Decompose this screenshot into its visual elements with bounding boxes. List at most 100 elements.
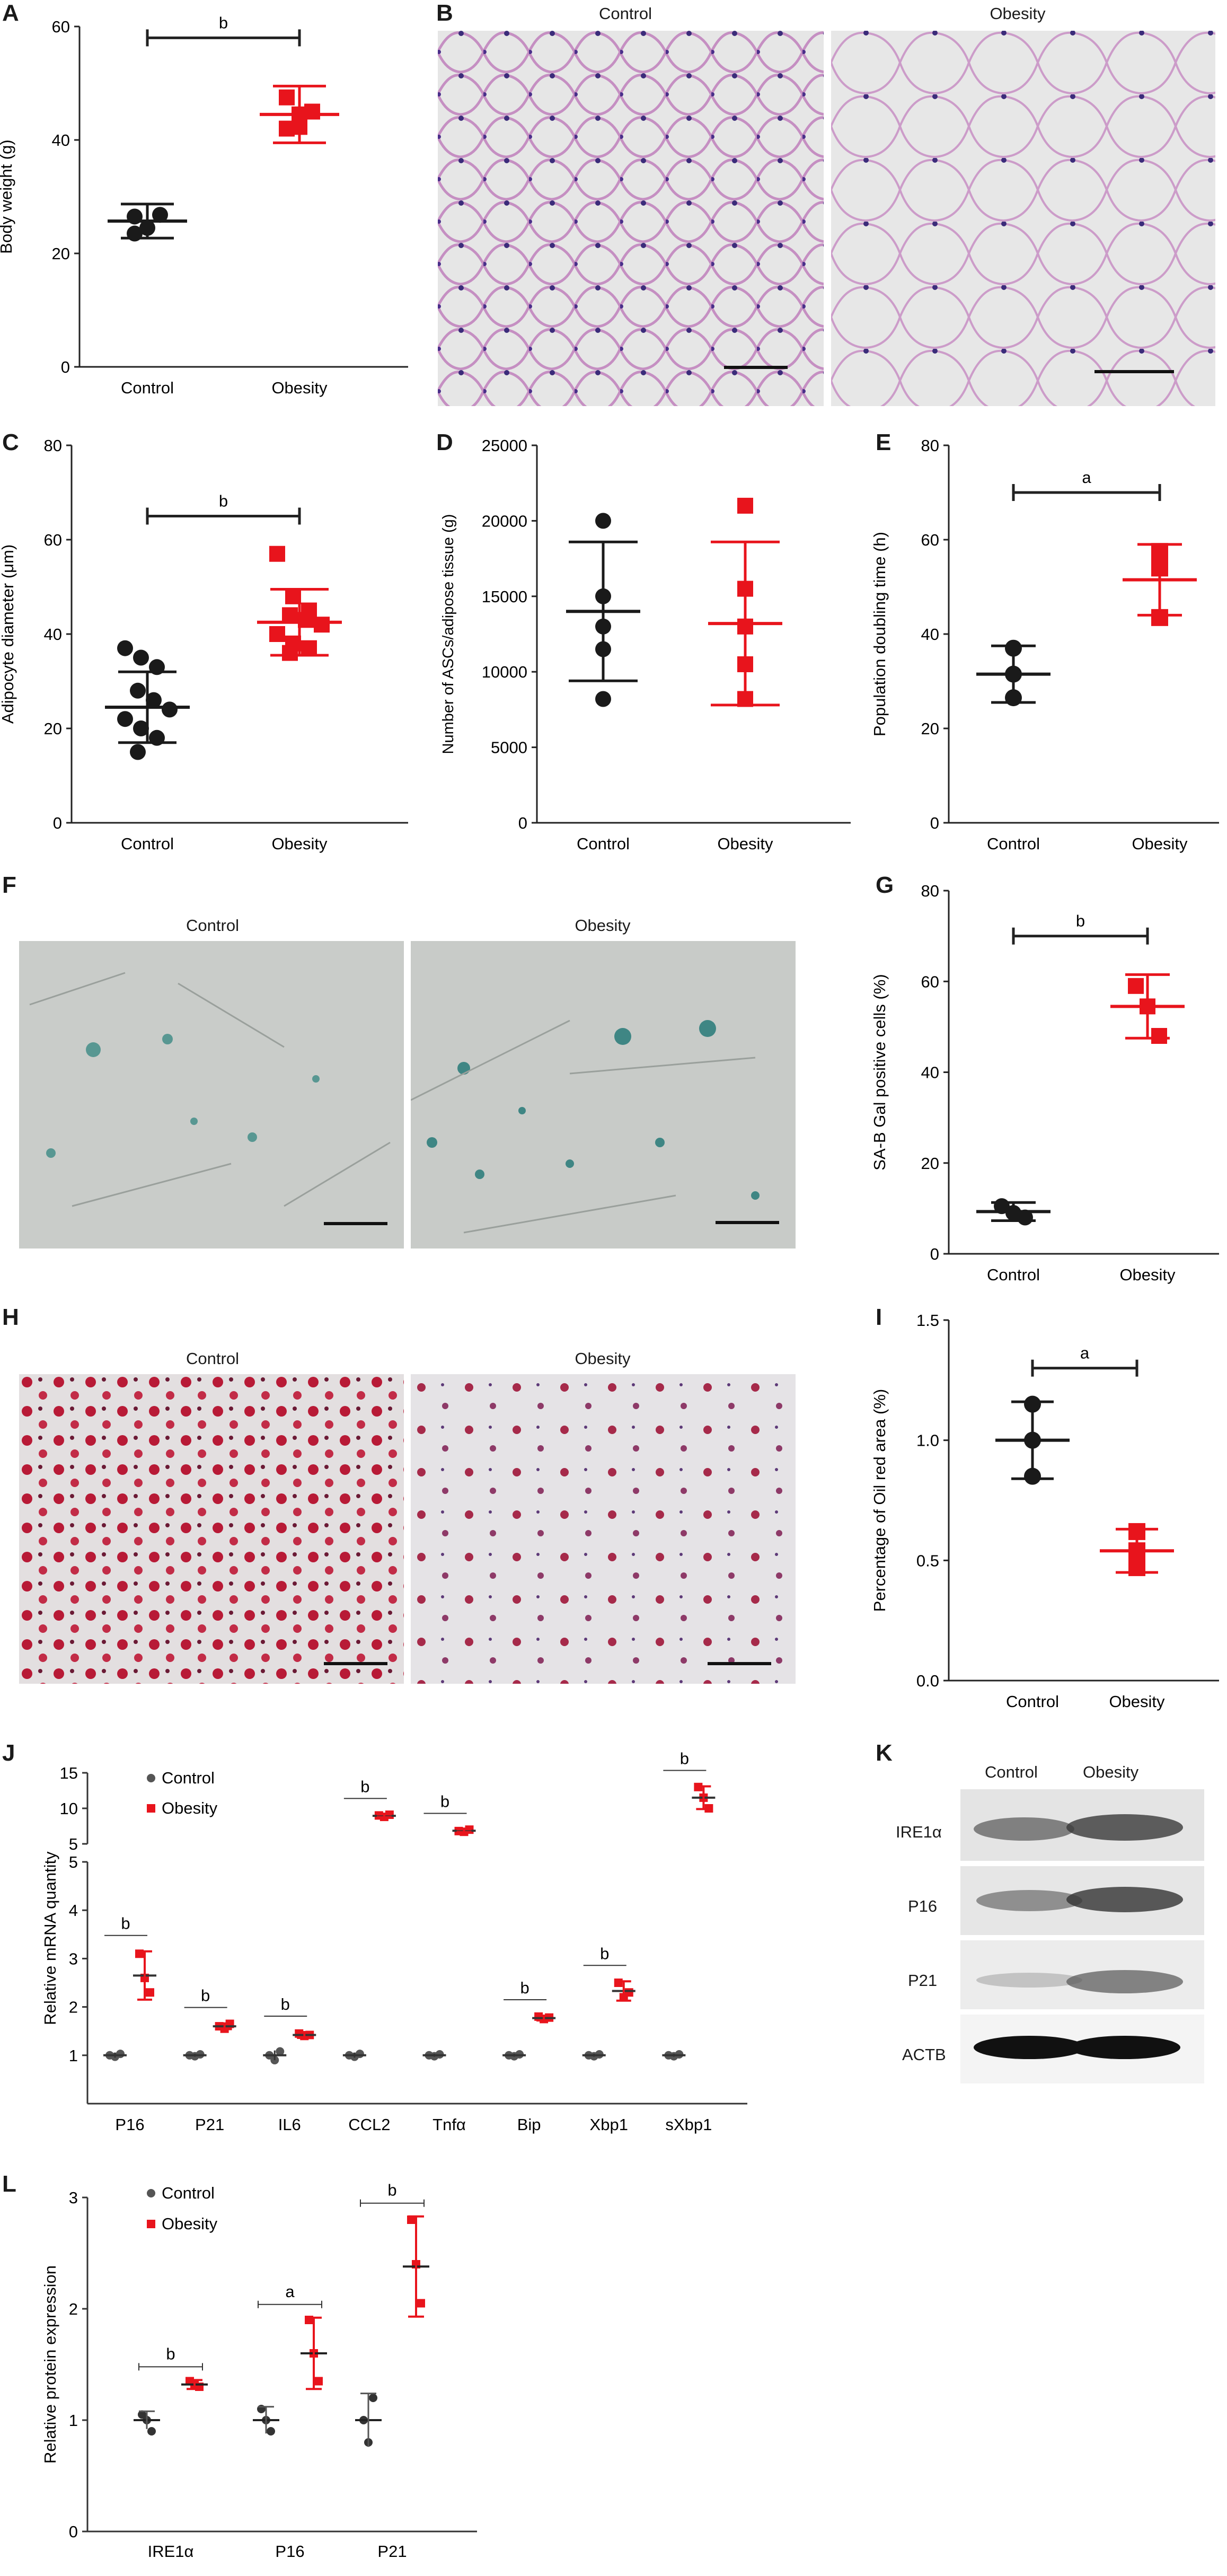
significance-label: a (285, 2282, 295, 2301)
scale-bar-f-control (324, 1222, 387, 1225)
data-point-control (369, 2394, 377, 2402)
y-tick-label: 10000 (482, 663, 527, 681)
significance-label: b (600, 1944, 609, 1963)
x-tick-label: CCL2 (348, 2115, 390, 2134)
data-point-obesity (301, 640, 317, 656)
y-tick-label: 5000 (491, 738, 527, 757)
wb-lane-obesity: Obesity (1083, 1763, 1139, 1781)
y-tick-label: 0 (61, 358, 70, 376)
h-title-obesity: Obesity (575, 1349, 631, 1368)
data-point-control (355, 2050, 364, 2059)
blot-actb (960, 2015, 1204, 2083)
wb-label-p21: P21 (908, 1971, 938, 1990)
panel-label-l: L (2, 2171, 16, 2197)
panel-label-c: C (2, 429, 19, 455)
legend-label-obesity: Obesity (162, 2214, 218, 2233)
significance-label: a (1082, 468, 1091, 487)
panel-label-i: I (876, 1304, 882, 1330)
x-tick-label: Obesity (271, 834, 328, 853)
data-point-control (595, 691, 611, 707)
data-point-obesity (269, 626, 285, 642)
y-tick-label: 2 (69, 2300, 78, 2318)
y-tick-label: 60 (921, 972, 939, 991)
panel-label-g: G (876, 872, 894, 898)
y-tick-label: 4 (69, 1901, 78, 1920)
wb-label-actb: ACTB (902, 2045, 946, 2064)
y-tick-label: 40 (921, 1063, 939, 1082)
y-tick-label: 1.5 (916, 1311, 939, 1330)
significance-label: b (281, 1995, 290, 2014)
panel-label-b: B (436, 0, 453, 26)
y-tick-label: 10 (60, 1799, 78, 1818)
f-title-control: Control (186, 916, 239, 935)
x-tick-label: P21 (377, 2542, 407, 2561)
legend-marker-control (147, 1774, 155, 1782)
x-tick-label: Control (121, 379, 174, 397)
scale-bar-h-obesity (708, 1662, 771, 1665)
data-point-control (130, 682, 146, 699)
y-axis-label: Percentage of Oil red area (%) (870, 1389, 889, 1612)
data-point-control (117, 640, 133, 656)
data-point-obesity (314, 617, 330, 633)
y-axis-label: Relative protein expression (41, 2265, 59, 2464)
data-point-control (276, 2047, 285, 2056)
chart-doubling-time: 0 20 40 60 80 Population doubling time (h) Con… (870, 436, 1219, 853)
legend-marker-control (147, 2189, 155, 2197)
blot-p16 (960, 1866, 1204, 1935)
y-tick-label: 40 (44, 625, 62, 644)
h-title-control: Control (186, 1349, 239, 1368)
panel-label-h: H (2, 1304, 19, 1330)
y-axis-label: Adipocyte diameter (μm) (0, 544, 17, 724)
x-tick-label: P16 (115, 2115, 144, 2134)
data-point-control (152, 207, 168, 223)
x-tick-label: IL6 (278, 2115, 301, 2134)
legend-marker-obesity (147, 1804, 155, 1813)
y-tick-label: 0.0 (916, 1672, 939, 1690)
blot-ire1a (960, 1789, 1204, 1861)
micrograph-he-obesity (831, 31, 1215, 406)
x-tick-label: Control (987, 834, 1040, 853)
micrograph-sa-b-gal-control (19, 941, 404, 1249)
y-axis-label: Number of ASCs/adipose tissue (g) (440, 514, 457, 754)
y-tick-label: 20 (921, 719, 939, 738)
significance-label: b (201, 1986, 210, 2005)
y-axis-label: Body weight (g) (0, 139, 15, 253)
x-tick-label: Obesity (1132, 834, 1188, 853)
panel-label-j: J (2, 1740, 15, 1766)
x-tick-label: Obesity (717, 834, 773, 853)
data-point-control (117, 711, 133, 727)
y-axis-label: Relative mRNA quantity (41, 1851, 59, 2025)
significance-label: b (219, 492, 228, 511)
micrograph-oil-red-obesity (411, 1374, 796, 1684)
significance-label: b (440, 1792, 449, 1811)
data-point-control (147, 2427, 156, 2436)
x-tick-label: Control (121, 834, 174, 853)
x-tick-label: sXbp1 (665, 2115, 712, 2134)
data-point-control (595, 513, 611, 529)
micrograph-he-control (438, 31, 824, 406)
y-tick-label: 60 (921, 531, 939, 549)
data-point-obesity (314, 2377, 323, 2386)
data-point-obesity (624, 1988, 633, 1997)
data-point-control (130, 744, 146, 760)
data-point-control (133, 649, 149, 666)
panel-label-k: K (876, 1740, 893, 1766)
x-tick-label: Bip (517, 2115, 541, 2134)
y-tick-label: 20 (44, 719, 62, 738)
scale-bar-b-obesity (1094, 370, 1174, 373)
data-point-obesity (614, 1979, 623, 1987)
y-axis-label: Population doubling time (h) (870, 532, 889, 736)
y-tick-label: 1 (69, 2411, 78, 2430)
data-point-obesity (1128, 978, 1144, 994)
data-point-obesity (304, 103, 320, 120)
scale-bar-h-control (324, 1662, 387, 1665)
wb-lane-control: Control (985, 1763, 1038, 1781)
legend-label-obesity: Obesity (162, 1799, 218, 1817)
chart-body-weight: 0 20 40 60 Body weight (g) Control Obesity b (0, 13, 408, 397)
significance-label: b (387, 2181, 396, 2200)
significance-label: a (1080, 1344, 1090, 1362)
legend-label-control: Control (162, 1769, 215, 1787)
f-title-obesity: Obesity (575, 916, 631, 935)
wb-label-ire1a: IRE1α (896, 1823, 942, 1841)
y-tick-label: 60 (44, 531, 62, 549)
